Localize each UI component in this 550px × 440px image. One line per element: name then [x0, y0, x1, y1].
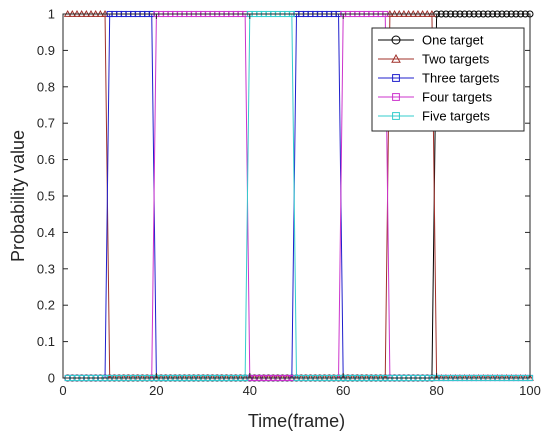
- legend-entry-4: Four targets: [378, 90, 493, 105]
- y-tick-label-2: 0.2: [37, 298, 55, 313]
- y-tick-label-3: 0.3: [37, 261, 55, 276]
- legend-marker-5: [392, 112, 400, 120]
- x-tick-label-3: 60: [336, 383, 350, 398]
- axes-layer: 0 20 40 60 80 100 0 0.1 0.2 0.3 0.4 0.5 0.6 0.7 0.8 0.9…: [37, 7, 541, 399]
- y-axis-label: Probability value: [8, 130, 28, 262]
- x-tick-label-1: 20: [149, 383, 163, 398]
- y-tick-label-9: 0.9: [37, 43, 55, 58]
- legend-box: [371, 27, 525, 132]
- legend-label-4: Four targets: [422, 90, 493, 105]
- y-tick-label-0: 0: [48, 371, 55, 386]
- y-tick-label-5: 0.5: [37, 189, 55, 204]
- legend-label-3: Three targets: [422, 71, 500, 86]
- y-tick-label-10: 1: [48, 7, 55, 22]
- legend-entry-5: Five targets: [378, 109, 490, 124]
- y-tick-label-4: 0.4: [37, 225, 55, 240]
- y-tick-label-1: 0.1: [37, 334, 55, 349]
- legend-marker-3: [392, 74, 400, 82]
- legend-marker-1: [391, 35, 401, 45]
- y-tick-label-8: 0.8: [37, 79, 55, 94]
- legend-label-2: Two targets: [422, 52, 490, 67]
- x-axis-label: Time(frame): [248, 411, 345, 431]
- x-tick-label-5: 100: [519, 383, 541, 398]
- legend-marker-4: [392, 93, 400, 101]
- y-tick-label-6: 0.6: [37, 152, 55, 167]
- x-tick-label-2: 40: [243, 383, 257, 398]
- legend-entry-1: One target: [378, 33, 484, 48]
- legend-entry-3: Three targets: [378, 71, 500, 86]
- legend-label-1: One target: [422, 33, 484, 48]
- legend-entry-2: Two targets: [378, 52, 490, 67]
- legend: One target Two targets Three targets Four t…: [371, 27, 525, 132]
- legend-label-5: Five targets: [422, 109, 490, 124]
- x-tick-label-0: 0: [59, 383, 66, 398]
- legend-marker-2: [391, 53, 401, 63]
- y-tick-label-7: 0.7: [37, 116, 55, 131]
- x-tick-label-4: 80: [429, 383, 443, 398]
